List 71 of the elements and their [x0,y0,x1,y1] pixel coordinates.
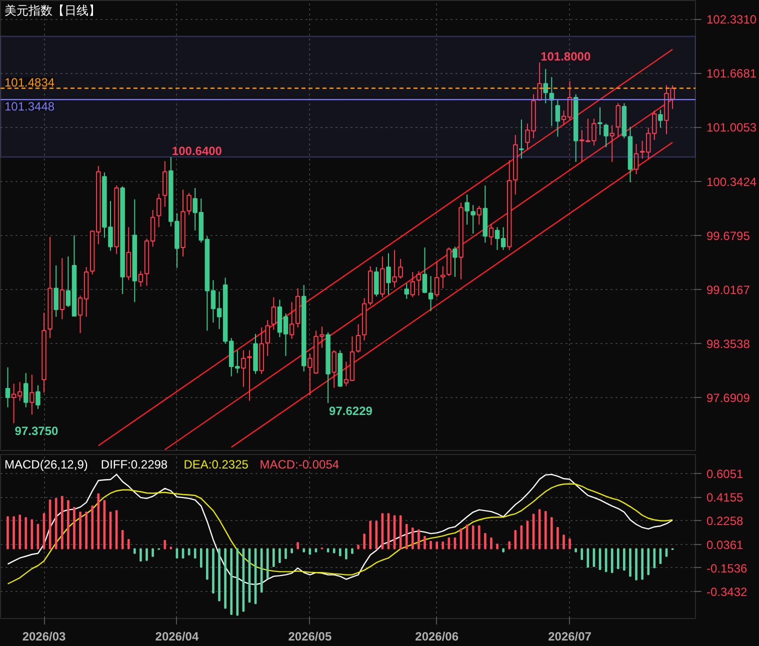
y-tick-label: 97.6909 [706,390,750,405]
candlestick [5,366,10,408]
candlestick [241,350,246,388]
candlestick [356,324,361,354]
candlestick [422,247,428,294]
candlestick [616,102,621,138]
candlestick [24,372,28,408]
candlestick [138,270,144,288]
candlestick [464,194,470,226]
candlestick [658,109,663,128]
y-tick-label: 0.6051 [706,466,744,481]
candlestick [156,193,162,228]
candlestick [386,252,391,296]
y-tick-label: 0.4155 [706,490,744,505]
ref-line-label: 101.4834 [4,75,55,90]
candlestick [60,258,65,320]
annotation: 101.8000 [540,49,591,64]
x-tick-label: 2026/05 [288,630,332,644]
candlestick [289,302,294,340]
y-tick-label: 99.6795 [706,228,750,243]
annotation: 97.3750 [14,424,58,438]
candlestick [598,106,602,136]
candlestick [271,296,276,330]
candlestick [265,320,270,356]
y-tick-label: 0.2258 [706,514,744,528]
candlestick [488,223,494,246]
candlestick [604,123,608,148]
candlestick [247,350,252,402]
candlestick [54,264,58,318]
x-tick-label: 2026/04 [155,630,199,644]
series-label: DEA:0.2325 [184,458,249,472]
candlestick [555,99,560,138]
y-tick-label: 102.3310 [706,12,757,27]
candlestick [404,282,409,300]
candlestick [30,374,34,416]
candlestick [428,276,434,312]
chart-title: MACD(26,12,9) [4,458,88,472]
candlestick [543,68,548,104]
annotation: 97.6229 [329,404,373,418]
candlestick [332,350,336,388]
x-tick-label: 2026/07 [548,630,592,644]
candlestick [434,260,440,298]
candlestick [186,192,192,216]
candlestick [519,119,524,160]
series-label: DIFF:0.2298 [100,458,168,472]
y-tick-label: 101.6681 [706,66,757,81]
text: MACD:-0.0054 [260,458,340,472]
annotation: 100.6400 [172,144,222,158]
candlestick [537,62,542,100]
y-tick-label: 101.0053 [706,120,757,135]
y-tick-label: 100.3424 [706,174,757,189]
y-tick-label: 0.0361 [706,538,744,552]
x-tick-label: 2026/03 [22,630,66,644]
candlestick [162,160,168,208]
candlestick [634,143,639,175]
candlestick [452,246,458,278]
candlestick [440,266,446,289]
y-tick-label: 98.3538 [706,336,750,351]
candlestick [610,124,614,162]
candlestick [410,271,416,298]
y-tick-label: 99.0167 [706,282,750,297]
chart-title: 美元指数【日线】 [4,4,100,18]
x-tick-label: 2026/06 [415,630,459,644]
candlestick [470,204,476,234]
y-tick-label: -0.3432 [706,585,748,600]
y-tick-label: -0.1536 [706,561,748,576]
candlestick [36,384,40,410]
candlestick [374,266,379,297]
candlestick [416,270,422,296]
candlestick [476,205,482,226]
ref-line-label: 101.3448 [4,100,55,114]
